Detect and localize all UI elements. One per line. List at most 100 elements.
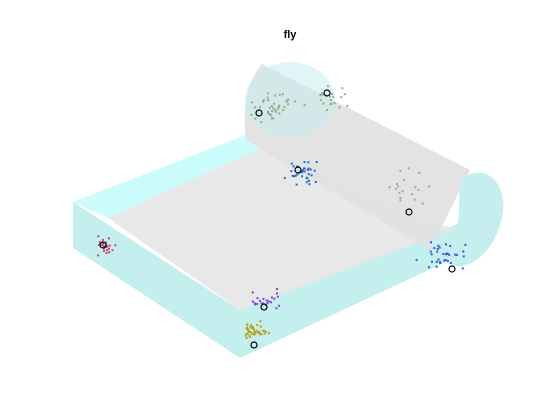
scatter-point bbox=[275, 307, 278, 310]
scatter-point bbox=[446, 252, 449, 255]
scatter-point bbox=[270, 296, 273, 299]
scatter-point bbox=[343, 93, 346, 96]
scatter-point bbox=[285, 99, 288, 102]
scatter-point bbox=[253, 328, 255, 331]
scatter-point bbox=[97, 235, 100, 238]
slab-left-face bbox=[73, 202, 240, 358]
cylinder-right-cap bbox=[432, 172, 504, 267]
scatter-point bbox=[274, 108, 276, 111]
figure-title: fly bbox=[283, 29, 297, 41]
scatter-point bbox=[244, 334, 247, 337]
scatter-point bbox=[249, 331, 252, 334]
scatter-point bbox=[263, 332, 266, 335]
scatter-point bbox=[270, 105, 273, 107]
scatter-point bbox=[260, 302, 263, 305]
scatter-point bbox=[268, 113, 271, 115]
scatter-point bbox=[332, 95, 335, 98]
scatter-point bbox=[438, 246, 441, 249]
scatter-point bbox=[307, 167, 310, 170]
cluster-marker bbox=[294, 166, 302, 174]
scatter-point bbox=[309, 168, 312, 171]
scatter-point bbox=[464, 243, 467, 246]
scatter-point bbox=[296, 173, 299, 176]
scatter-point bbox=[250, 113, 253, 116]
scatter-point bbox=[262, 297, 265, 300]
scatter-point bbox=[245, 336, 248, 339]
scatter-point bbox=[282, 109, 285, 112]
scatter-point bbox=[287, 98, 290, 101]
scatter-point bbox=[330, 102, 333, 105]
scatter-point bbox=[267, 99, 270, 102]
scatter-point bbox=[267, 300, 270, 303]
scatter-point bbox=[313, 169, 316, 172]
scatter-point bbox=[261, 302, 264, 305]
cluster-marker bbox=[250, 341, 258, 349]
scatter-point bbox=[333, 102, 336, 105]
scatter-point bbox=[251, 291, 254, 294]
cluster-marker bbox=[260, 303, 268, 311]
scatter-point bbox=[268, 106, 271, 109]
scatter-point bbox=[254, 333, 257, 336]
scatter-point bbox=[256, 302, 259, 305]
scatter-point bbox=[260, 333, 263, 336]
scatter-point bbox=[428, 266, 430, 269]
scatter-point bbox=[430, 241, 432, 244]
scatter-point bbox=[388, 186, 391, 189]
scatter-point bbox=[254, 331, 257, 333]
scatter-point bbox=[278, 93, 281, 96]
scatter-point bbox=[106, 249, 108, 252]
scatter-point bbox=[399, 199, 402, 202]
scatter-point bbox=[281, 93, 284, 96]
scatter-point bbox=[435, 265, 438, 268]
scatter-point bbox=[277, 107, 279, 110]
scatter-point bbox=[259, 333, 261, 336]
scatter-point bbox=[245, 333, 248, 335]
scatter-point bbox=[259, 299, 261, 302]
scatter-point bbox=[103, 249, 105, 252]
scatter-point bbox=[256, 324, 259, 327]
scatter-point bbox=[97, 254, 100, 257]
scatter-point bbox=[394, 187, 397, 190]
scatter-point bbox=[395, 183, 398, 185]
scatter-point bbox=[322, 102, 325, 105]
scatter-point bbox=[247, 329, 250, 332]
scatter-point bbox=[301, 175, 304, 178]
slab-right-face bbox=[240, 222, 465, 358]
scatter-point bbox=[267, 110, 269, 113]
scatter-point bbox=[105, 241, 107, 244]
scatter-point bbox=[245, 328, 248, 330]
scatter-point bbox=[301, 169, 304, 172]
scatter-points bbox=[97, 85, 467, 339]
scatter-point bbox=[250, 324, 253, 327]
scatter-point bbox=[439, 262, 442, 265]
scatter-point bbox=[303, 161, 306, 163]
scatter-point bbox=[329, 99, 332, 101]
scatter-point bbox=[114, 244, 117, 247]
scatter-point bbox=[266, 96, 269, 99]
scatter-point bbox=[106, 245, 109, 248]
scatter-point bbox=[265, 299, 268, 302]
scatter-point bbox=[305, 181, 308, 184]
scatter-point bbox=[98, 244, 101, 246]
scatter-point bbox=[274, 94, 277, 97]
scatter-point bbox=[255, 329, 258, 332]
scatter-point bbox=[414, 186, 417, 189]
scatter-point bbox=[263, 329, 266, 332]
scatter-point bbox=[306, 177, 309, 180]
scatter-point bbox=[249, 326, 252, 329]
scatter-point bbox=[399, 197, 402, 199]
scatter-point bbox=[320, 92, 323, 95]
scatter-point bbox=[102, 245, 105, 248]
scatter-point bbox=[254, 303, 257, 306]
scatter-point bbox=[417, 188, 420, 191]
scatter-point bbox=[257, 331, 260, 334]
scatter-point bbox=[431, 260, 433, 263]
scatter-point bbox=[338, 106, 341, 109]
scatter-point bbox=[272, 117, 275, 120]
scatter-point bbox=[252, 333, 255, 336]
cluster-marker bbox=[448, 265, 456, 273]
scatter-point bbox=[283, 177, 286, 180]
scatter-point bbox=[256, 297, 259, 300]
